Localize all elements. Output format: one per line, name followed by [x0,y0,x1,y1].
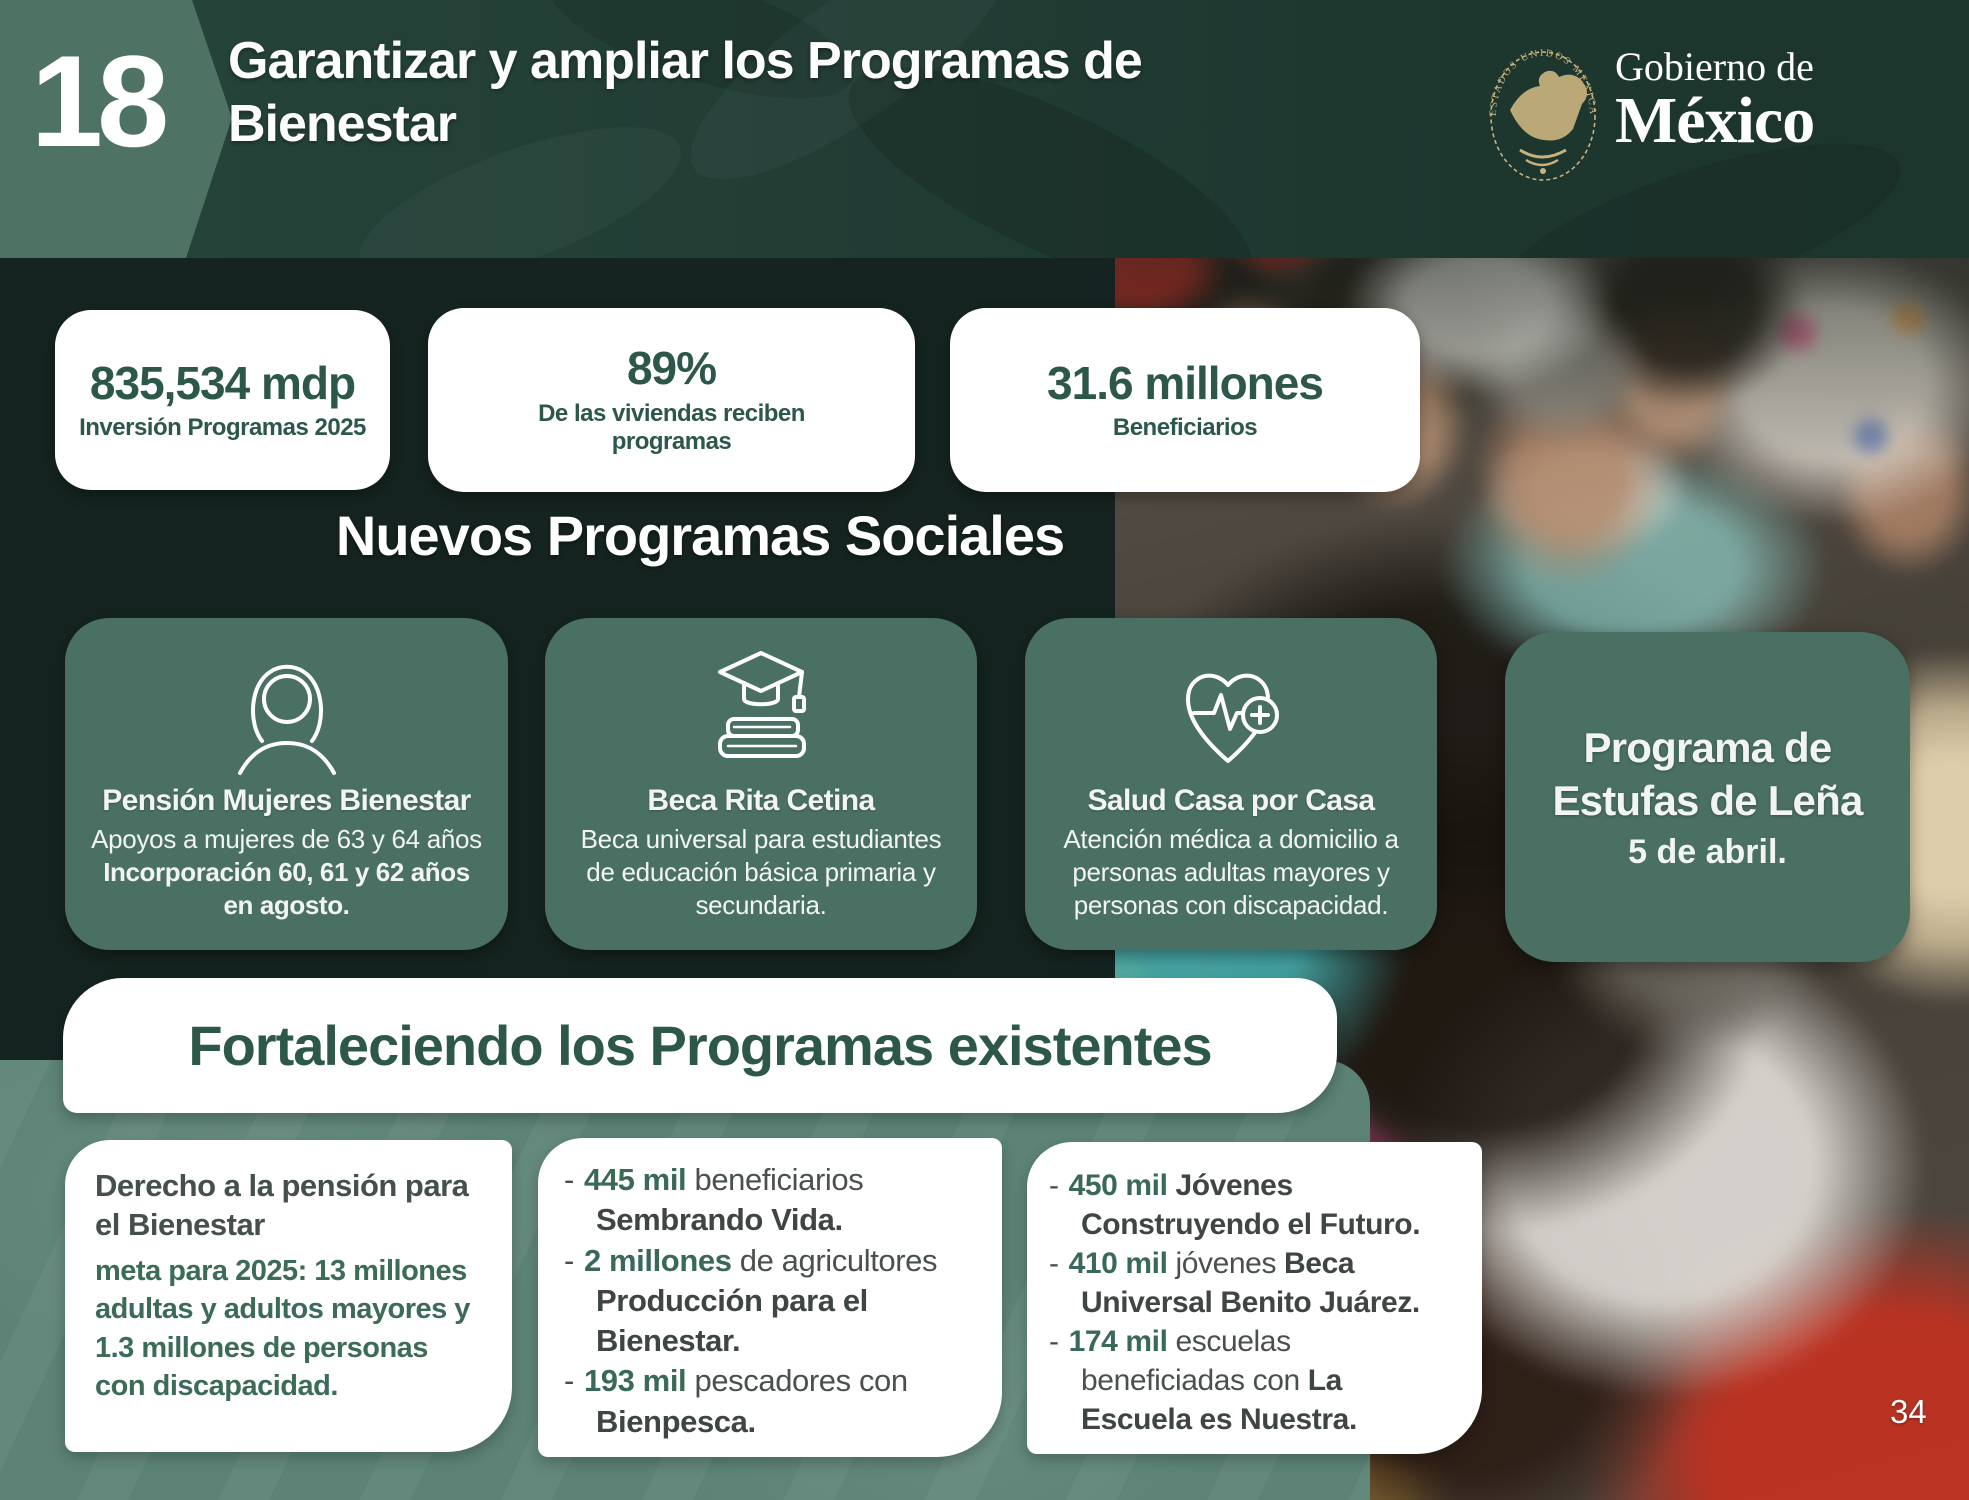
side-card-subtitle: 5 de abril. [1628,833,1787,871]
gobierno-de-mexico-logo: ESTADOS UNIDOS MEXICANOS Gobierno de Méx… [1480,30,1940,220]
program-card-body: Apoyos a mujeres de 63 y 64 años [91,823,482,854]
list-item: -445 mil beneficiarios Sembrando Vida. [564,1162,864,1238]
dash-marker: - [564,1162,574,1197]
list-item: -450 mil Jóvenes Construyendo el Futuro. [1049,1169,1421,1241]
logo-wordmark: Gobierno de México [1615,44,1815,157]
existing-programs-heading: Fortaleciendo los Programas existentes [63,978,1337,1113]
pension-card-body: meta para 2025: 13 millones adultas y ad… [95,1255,470,1402]
program-card-title: Salud Casa por Casa [1087,784,1375,817]
programs-list-card-left: -445 mil beneficiarios Sembrando Vida. -… [538,1138,1002,1457]
stat-card-beneficiarios: 31.6 millones Beneficiarios [950,308,1420,492]
woman-icon [212,638,362,780]
side-card-title: Programa de Estufas de Leña [1552,724,1863,824]
logo-line2: México [1615,84,1815,157]
program-card-body: Atención médica a domicilio a personas a… [1063,823,1399,921]
list-item: -174 mil escuelas beneficiadas con La Es… [1049,1325,1357,1436]
header-band: 18 Garantizar y ampliar los Programas de… [0,0,1969,258]
slide-title: Garantizar y ampliar los Programas de Bi… [228,32,1143,154]
logo-line1: Gobierno de [1615,44,1814,89]
stat-label: De las viviendas reciben programas [538,399,805,456]
pension-derecho-card: Derecho a la pensión para el Bienestar m… [65,1140,512,1452]
dash-marker: - [1049,1169,1059,1202]
new-programs-heading: Nuevos Programas Sociales [335,504,1065,567]
stat-value: 31.6 millones [1047,356,1324,409]
program-card-estufas-lena: Programa de Estufas de Leña 5 de abril. [1505,632,1910,962]
list-item: -410 mil jóvenes Beca Universal Benito J… [1049,1247,1420,1319]
mexico-eagle-seal-icon: ESTADOS UNIDOS MEXICANOS [1480,38,1596,181]
dash-marker: - [1049,1325,1059,1358]
pension-card-title: Derecho a la pensión para el Bienestar [95,1168,469,1243]
list-item: -2 millones de agricultores Producción p… [564,1242,938,1359]
leaf-pattern-decoration [547,0,1901,258]
program-card-beca-rita-cetina: Beca Rita Cetina Beca universal para est… [545,618,977,950]
program-card-title: Pensión Mujeres Bienestar [102,784,471,817]
graduation-cap-books-icon [686,638,836,780]
program-card-body-bold: Incorporación 60, 61 y 62 años en agosto… [103,856,470,921]
program-card-title: Beca Rita Cetina [647,784,875,817]
slide-number: 18 [30,28,170,174]
stat-card-viviendas: 89% De las viviendas reciben programas [428,308,915,492]
stat-label: Beneficiarios [1112,414,1258,442]
slide-number-tab: 18 [0,0,232,258]
dash-marker: - [1049,1247,1059,1280]
stat-value: 835,534 mdp [89,356,356,409]
list-item: -193 mil pescadores con Bienpesca. [564,1363,908,1439]
programs-list-card-right: -450 mil Jóvenes Construyendo el Futuro.… [1027,1142,1482,1454]
stat-value: 89% [626,342,717,395]
dash-marker: - [564,1242,574,1278]
page-number: 34 [1890,1393,1927,1430]
program-card-body: Beca universal para estudiantes de educa… [580,823,942,921]
heart-pulse-plus-icon [1156,638,1306,780]
dash-marker: - [564,1363,574,1399]
stat-card-inversion: 835,534 mdp Inversión Programas 2025 [55,310,390,490]
stat-label: Inversión Programas 2025 [79,414,366,442]
program-card-salud-casa: Salud Casa por Casa Atención médica a do… [1025,618,1437,950]
program-card-pension-mujeres: Pensión Mujeres Bienestar Apoyos a mujer… [65,618,508,950]
